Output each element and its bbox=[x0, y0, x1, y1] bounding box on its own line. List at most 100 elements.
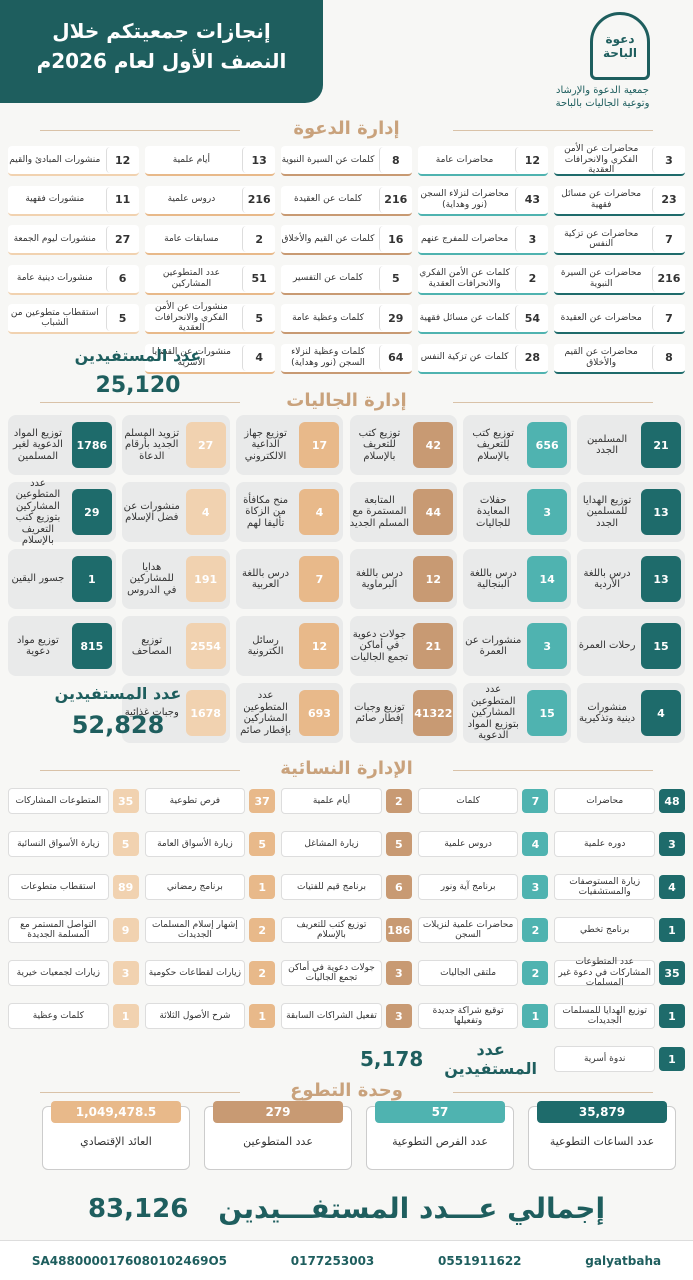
stat-card: 3 منشورات عن العمرة bbox=[463, 616, 572, 676]
stat-value: 6 bbox=[105, 265, 139, 292]
stat-label: أيام علمية bbox=[172, 154, 211, 165]
stat-card: 27 منشورات ليوم الجمعة bbox=[8, 225, 139, 255]
stat-value: 4 bbox=[640, 690, 681, 736]
stat-value: 37 bbox=[249, 789, 276, 813]
phone[interactable]: 0551911622 bbox=[438, 1253, 522, 1268]
stat-value: 1 bbox=[658, 1047, 685, 1071]
stat-value: 8 bbox=[651, 344, 685, 371]
stat-label: كلمات وعظية عامة bbox=[292, 312, 364, 323]
stat-card: 43 محاضرات لنزلاء السجن (نور وهداية) bbox=[417, 185, 549, 216]
stat-card: 64 كلمات وعظية لنزلاء السجن (نور وهداية) bbox=[281, 343, 412, 374]
stat-card: 2 مسابقات عامة bbox=[144, 225, 276, 255]
stat-card: 5 زيارة الأسواق النسائية bbox=[8, 829, 139, 859]
stat-card: 216 محاضرات عن السيرة النبوية bbox=[554, 264, 685, 295]
stat-label: منشورات دينية وتذكيرية bbox=[579, 701, 636, 725]
stat-card: 1 كلمات وعظية bbox=[8, 1001, 139, 1031]
stat-value: 16 bbox=[378, 226, 412, 252]
stat-card: 1 ندوة أسرية bbox=[554, 1044, 685, 1074]
stat-label: محاضرات للمفرج عنهم bbox=[421, 233, 509, 244]
beneficiaries: عدد المستفيدين 52,828 bbox=[8, 684, 228, 739]
beneficiaries-value: 25,120 bbox=[95, 373, 181, 398]
title-rule bbox=[40, 130, 240, 131]
stat-label: محاضرات عن مسائل فقهية bbox=[561, 189, 642, 210]
stat-value: 12 bbox=[299, 623, 340, 669]
phone[interactable]: 0177253003 bbox=[290, 1253, 375, 1268]
stat-card: 2 كلمات عن الأمن الفكري والانحرافات العقد… bbox=[417, 264, 549, 295]
stat-value: 5 bbox=[378, 265, 412, 292]
stat-value: 1 bbox=[249, 1004, 276, 1028]
stat-label: منشورات المبادئ والقيم bbox=[9, 154, 101, 165]
stat-label: منشورات عن القضايا الأسرية bbox=[151, 347, 231, 368]
stat-label: درس باللغة الأردية bbox=[583, 567, 631, 591]
stat-value: 1786 bbox=[71, 422, 112, 468]
stat-value: 3 bbox=[527, 489, 568, 535]
stat-label: كلمات bbox=[417, 788, 519, 814]
stat-card: 191 هدايا للمشاركين في الدروس bbox=[121, 549, 230, 609]
stat-label: استقطاب متطوعين من الشباب bbox=[10, 307, 99, 328]
stat-card: 2 محاضرات علمية لنزيلات السجن bbox=[417, 915, 549, 945]
stat-card: 21 المسلمين الجدد bbox=[577, 415, 685, 475]
stat-label: تزويد المسلم الجديد بأرقام الدعاة bbox=[124, 427, 180, 462]
section-title: إدارة الدعوة bbox=[293, 118, 400, 139]
stat-card: 5 زيارة المشاغل bbox=[281, 829, 412, 859]
stat-value: 44 bbox=[413, 489, 454, 535]
org-line: وتوعية الجاليات بالباحة bbox=[555, 98, 650, 109]
stat-card: 3 حفلات المعايدة للجاليات bbox=[463, 482, 572, 542]
stat-value: 7 bbox=[651, 226, 685, 252]
stat-card: 12 رسائل الكترونية bbox=[235, 616, 344, 676]
stat-label: دروس علمية bbox=[167, 194, 216, 205]
stat-card: 2 ملتقى الجاليات bbox=[417, 958, 549, 988]
stat-label: محاضرات عن العقيدة bbox=[560, 312, 642, 323]
stat-value: 11 bbox=[105, 186, 139, 213]
stat-label: كلمات وعظية لنزلاء السجن (نور وهداية) bbox=[291, 347, 365, 368]
stat-card: 12 محاضرات عامة bbox=[417, 146, 549, 176]
stat-card: 4 منشورات عن القضايا الأسرية bbox=[144, 343, 276, 374]
stat-label: عدد المتطوعات المشاركات في دعوة غير المس… bbox=[554, 957, 655, 988]
stat-label: محاضرات عن تزكية النفس bbox=[564, 228, 639, 249]
volunteer-value: 57 bbox=[375, 1101, 505, 1123]
stat-card: 4 زيارة المستوصفات والمستشفيات bbox=[554, 872, 685, 902]
stat-value: 21 bbox=[413, 623, 454, 669]
stat-value: 64 bbox=[378, 344, 412, 371]
stat-label: استقطاب متطوعات bbox=[8, 874, 109, 900]
stat-value: 7 bbox=[522, 789, 549, 813]
stat-label: جسور اليقين bbox=[11, 573, 65, 585]
stat-label: زيارات لقطاعات حكومية bbox=[144, 960, 246, 986]
stat-value: 216 bbox=[651, 265, 685, 292]
stat-value: 13 bbox=[640, 489, 681, 535]
volunteer-label: عدد الساعات التطوعية bbox=[549, 1135, 655, 1148]
stat-card: 29 عدد المتطوعين المشاركين بتوزيع كتب الت… bbox=[8, 478, 116, 546]
beneficiaries-label: عدد المستفيدين bbox=[444, 1040, 537, 1078]
stat-card: 42 توزيع كتب للتعريف بالإسلام bbox=[349, 415, 458, 475]
beneficiaries-label: عدد المستفيدين bbox=[74, 346, 202, 365]
stat-value: 1678 bbox=[185, 690, 226, 736]
stat-label: برنامج قيم للفتيات bbox=[281, 874, 382, 900]
stat-value: 3 bbox=[385, 961, 412, 985]
stat-label: أيام علمية bbox=[281, 788, 382, 814]
volunteer-card: 35,879 عدد الساعات التطوعية bbox=[528, 1101, 676, 1170]
stat-label: برنامج آية ونور bbox=[417, 874, 519, 900]
stat-label: جولات دعوية في أماكن تجمع الجاليات bbox=[281, 960, 382, 986]
stat-card: 1 توقيع شراكة جديدة وتفعيلها bbox=[417, 1001, 549, 1031]
stat-card: 3 زيارات لجمعيات خيرية bbox=[8, 958, 139, 988]
stat-value: 5 bbox=[249, 832, 276, 856]
stat-label: هدايا للمشاركين في الدروس bbox=[127, 561, 177, 596]
stat-value: 1 bbox=[249, 875, 276, 899]
stat-value: 48 bbox=[658, 789, 685, 813]
social-handle[interactable]: galyatbaha bbox=[585, 1253, 662, 1268]
stat-value: 4 bbox=[522, 832, 549, 856]
stat-label: زيارة المشاغل bbox=[281, 831, 382, 857]
stat-value: 7 bbox=[651, 305, 685, 331]
volunteer-label: عدد المتطوعين bbox=[243, 1135, 313, 1148]
stat-value: 3 bbox=[112, 961, 139, 985]
stat-label: تفعيل الشراكات السابقة bbox=[281, 1003, 382, 1029]
stat-label: محاضرات علمية لنزيلات السجن bbox=[417, 917, 519, 943]
stat-value: 2 bbox=[515, 265, 548, 292]
stat-card: 1 جسور اليقين bbox=[8, 549, 116, 609]
stat-label: كلمات وعظية bbox=[8, 1003, 109, 1029]
stat-value: 2 bbox=[522, 961, 549, 985]
stat-label: منشورات ليوم الجمعة bbox=[13, 233, 96, 244]
stat-label: برنامج تخطي bbox=[554, 917, 655, 943]
stat-label: توزيع الهدايا للمسلمين الجدد bbox=[582, 494, 632, 529]
stat-card: 4 منشورات دينية وتذكيرية bbox=[577, 683, 685, 743]
